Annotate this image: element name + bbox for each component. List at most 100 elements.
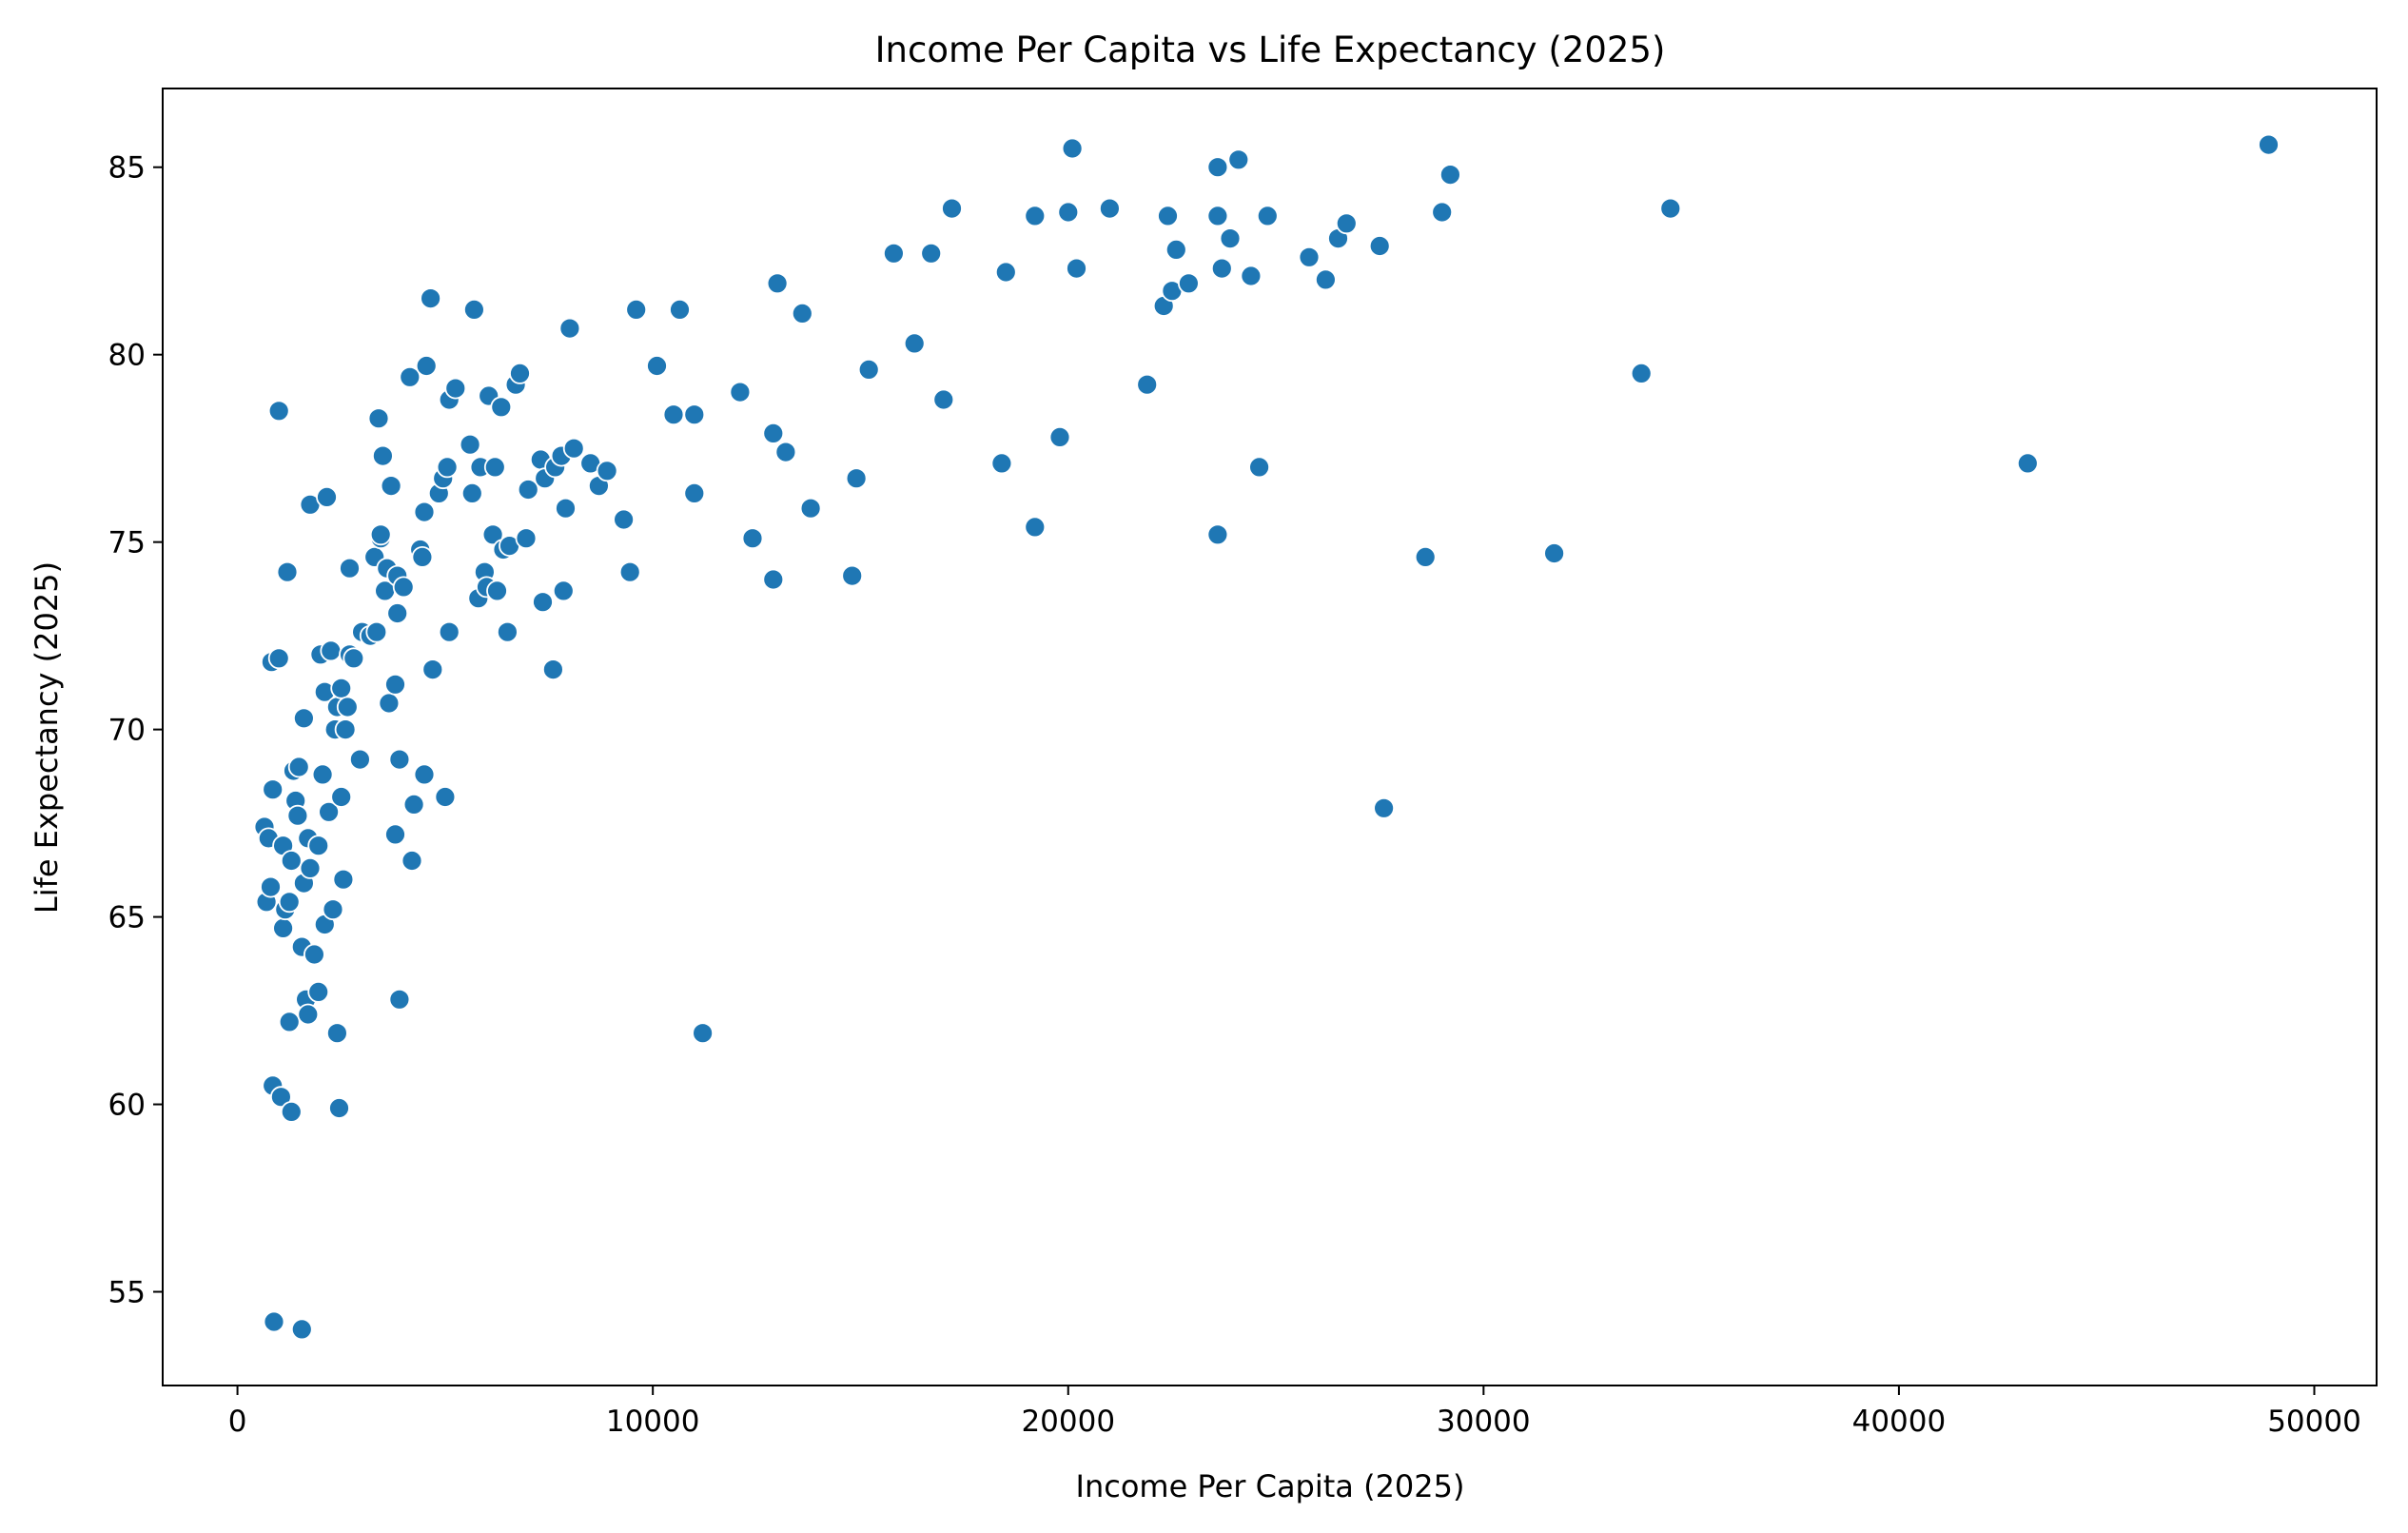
data-point bbox=[307, 835, 330, 857]
data-point bbox=[1136, 373, 1159, 396]
data-point bbox=[421, 658, 444, 680]
x-axis-ticks: 0 10000 20000 30000 40000 50000 bbox=[228, 1386, 2361, 1439]
data-point bbox=[562, 437, 585, 460]
data-point bbox=[1206, 523, 1229, 546]
data-point bbox=[286, 804, 309, 827]
data-point bbox=[386, 602, 409, 624]
data-point bbox=[1206, 205, 1229, 227]
data-point bbox=[262, 778, 284, 801]
data-point bbox=[766, 272, 789, 295]
data-point bbox=[625, 298, 648, 321]
data-point bbox=[774, 441, 797, 463]
data-point bbox=[330, 677, 353, 699]
data-point bbox=[1165, 238, 1187, 261]
data-point bbox=[307, 981, 330, 1003]
data-point bbox=[497, 620, 519, 643]
data-point bbox=[618, 560, 641, 583]
data-points bbox=[253, 133, 2280, 1341]
data-point bbox=[267, 400, 290, 423]
data-point bbox=[1061, 137, 1084, 160]
data-point bbox=[1024, 205, 1047, 227]
data-point bbox=[517, 479, 539, 501]
data-point bbox=[1178, 272, 1200, 295]
data-point bbox=[883, 242, 905, 265]
y-tick-label: 60 bbox=[108, 1089, 146, 1123]
data-point bbox=[1024, 516, 1047, 539]
data-point bbox=[542, 658, 564, 680]
y-tick-label: 55 bbox=[108, 1276, 146, 1310]
data-point bbox=[669, 298, 691, 321]
data-point bbox=[1248, 456, 1270, 479]
data-point bbox=[278, 1011, 301, 1033]
data-point bbox=[662, 403, 685, 426]
data-point bbox=[413, 501, 436, 523]
data-point bbox=[330, 786, 353, 808]
data-point bbox=[1066, 257, 1087, 280]
data-point bbox=[415, 355, 438, 377]
data-point bbox=[1431, 201, 1454, 224]
data-point bbox=[994, 261, 1017, 284]
data-point bbox=[1057, 201, 1080, 224]
y-tick-label: 75 bbox=[108, 526, 146, 560]
data-point bbox=[483, 456, 506, 479]
data-point bbox=[420, 287, 442, 310]
data-point bbox=[1543, 542, 1565, 564]
data-point bbox=[267, 647, 290, 670]
data-point bbox=[280, 850, 303, 872]
data-point bbox=[388, 988, 411, 1011]
data-point bbox=[941, 197, 963, 220]
data-point bbox=[1240, 265, 1263, 287]
data-point bbox=[276, 560, 299, 583]
data-point bbox=[1659, 197, 1682, 220]
data-point bbox=[1368, 235, 1391, 257]
y-axis-ticks: 55 60 65 70 75 80 85 bbox=[108, 151, 163, 1310]
data-point bbox=[762, 568, 785, 591]
data-point bbox=[434, 786, 457, 808]
data-point bbox=[857, 358, 880, 381]
data-point bbox=[413, 763, 436, 786]
data-point bbox=[1219, 227, 1242, 250]
x-tick-label: 50000 bbox=[2267, 1405, 2361, 1439]
data-point bbox=[401, 850, 423, 872]
data-point bbox=[845, 467, 868, 490]
data-point bbox=[290, 1318, 313, 1341]
x-tick-label: 30000 bbox=[1437, 1405, 1531, 1439]
data-point bbox=[287, 756, 310, 778]
data-point bbox=[729, 381, 752, 403]
y-tick-label: 85 bbox=[108, 151, 146, 186]
data-point bbox=[311, 763, 334, 786]
data-point bbox=[552, 580, 575, 602]
data-point bbox=[1439, 164, 1461, 187]
data-point bbox=[334, 718, 357, 740]
data-point bbox=[322, 898, 344, 921]
data-point bbox=[392, 576, 415, 599]
y-tick-label: 65 bbox=[108, 901, 146, 935]
data-point bbox=[384, 673, 406, 696]
data-point bbox=[1256, 205, 1279, 227]
data-point bbox=[932, 388, 955, 411]
data-point bbox=[486, 580, 508, 602]
data-point bbox=[299, 857, 322, 879]
data-point bbox=[762, 422, 785, 444]
data-point bbox=[269, 1086, 292, 1109]
data-point bbox=[367, 407, 390, 430]
x-tick-label: 20000 bbox=[1021, 1405, 1115, 1439]
data-point bbox=[378, 692, 401, 715]
data-point bbox=[683, 403, 706, 426]
x-tick-label: 0 bbox=[228, 1405, 247, 1439]
data-point bbox=[791, 302, 813, 324]
data-point bbox=[532, 591, 554, 614]
data-point bbox=[320, 639, 343, 662]
data-point bbox=[336, 696, 359, 718]
data-point bbox=[343, 647, 365, 670]
data-point bbox=[318, 800, 341, 823]
data-point bbox=[841, 564, 864, 587]
data-point bbox=[1630, 362, 1653, 384]
data-point bbox=[1373, 796, 1395, 819]
data-point bbox=[339, 557, 361, 580]
data-point bbox=[328, 1097, 350, 1119]
data-point bbox=[292, 707, 315, 730]
data-point bbox=[1210, 257, 1233, 280]
data-point bbox=[297, 1003, 320, 1026]
data-point bbox=[278, 891, 301, 914]
